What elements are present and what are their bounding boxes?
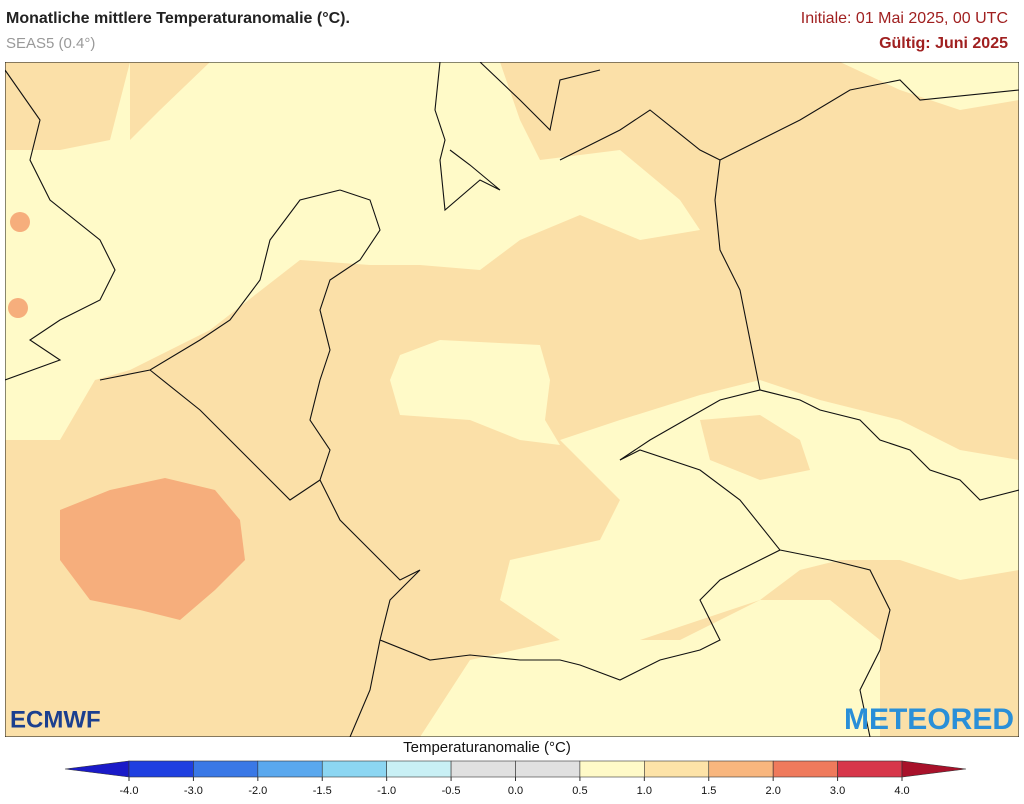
- colorbar-tick-label: 2.0: [766, 785, 781, 797]
- subtitle: SEAS5 (0.4°): [6, 35, 95, 52]
- colorbar-tick-label: -0.5: [442, 785, 461, 797]
- colorbar-bin: [579, 760, 645, 778]
- region-warm: [5, 62, 130, 150]
- colorbar-tick-label: 3.0: [830, 785, 845, 797]
- colorbar: -4.0 -3.0 -2.0 -1.5 -1.0 -0.5 0.0 0.5 1.0 1.5 2.0 3…: [64, 760, 967, 797]
- colorbar-bin: [450, 760, 516, 778]
- region-hot: [8, 298, 28, 318]
- colorbar-bin: [128, 760, 194, 778]
- region-cool: [500, 380, 1019, 640]
- colorbar-tick-label: -1.0: [377, 785, 396, 797]
- colorbar-tick-label: 4.0: [894, 785, 909, 797]
- region-cool: [5, 62, 700, 440]
- borders: [5, 62, 1019, 737]
- colorbar-title: Temperaturanomalie (°C): [403, 739, 571, 756]
- colorbar-bin: [193, 760, 259, 778]
- colorbar-bin: [837, 760, 903, 778]
- region-hot: [60, 478, 245, 620]
- region-cool: [420, 600, 880, 737]
- colorbar-bin: [386, 760, 452, 778]
- colorbar-tick-label: -4.0: [120, 785, 139, 797]
- colorbar-tick-label: 1.5: [701, 785, 716, 797]
- logo-ecmwf: ECMWF: [10, 706, 101, 733]
- region-cool: [390, 340, 560, 445]
- colorbar-tick-label: -1.5: [313, 785, 332, 797]
- colorbar-arrow: [64, 760, 130, 778]
- logo-meteored: METEORED: [844, 703, 1014, 736]
- colorbar-bin: [772, 760, 838, 778]
- valid-time: Gültig: Juni 2025: [879, 35, 1008, 52]
- colorbar-tick-label: 0.0: [508, 785, 523, 797]
- region-cool: [840, 62, 1019, 110]
- title: Monatliche mittlere Temperaturanomalie (…: [6, 10, 350, 27]
- colorbar-tick-label: -3.0: [184, 785, 203, 797]
- colorbar-tick-label: -2.0: [248, 785, 267, 797]
- colorbar-bin: [321, 760, 387, 778]
- colorbar-tick-label: 0.5: [572, 785, 587, 797]
- map: ECMWF METEORED: [5, 62, 1019, 737]
- init-time: Initiale: 01 Mai 2025, 00 UTC: [801, 10, 1008, 27]
- colorbar-bin: [708, 760, 774, 778]
- colorbar-tick-label: 1.0: [637, 785, 652, 797]
- region-warm: [130, 62, 210, 140]
- colorbar-bin: [515, 760, 581, 778]
- colorbar-bin: [257, 760, 323, 778]
- region-warm: [700, 415, 810, 480]
- colorbar-arrow: [901, 760, 967, 778]
- region-hot: [10, 212, 30, 232]
- colorbar-bin: [644, 760, 710, 778]
